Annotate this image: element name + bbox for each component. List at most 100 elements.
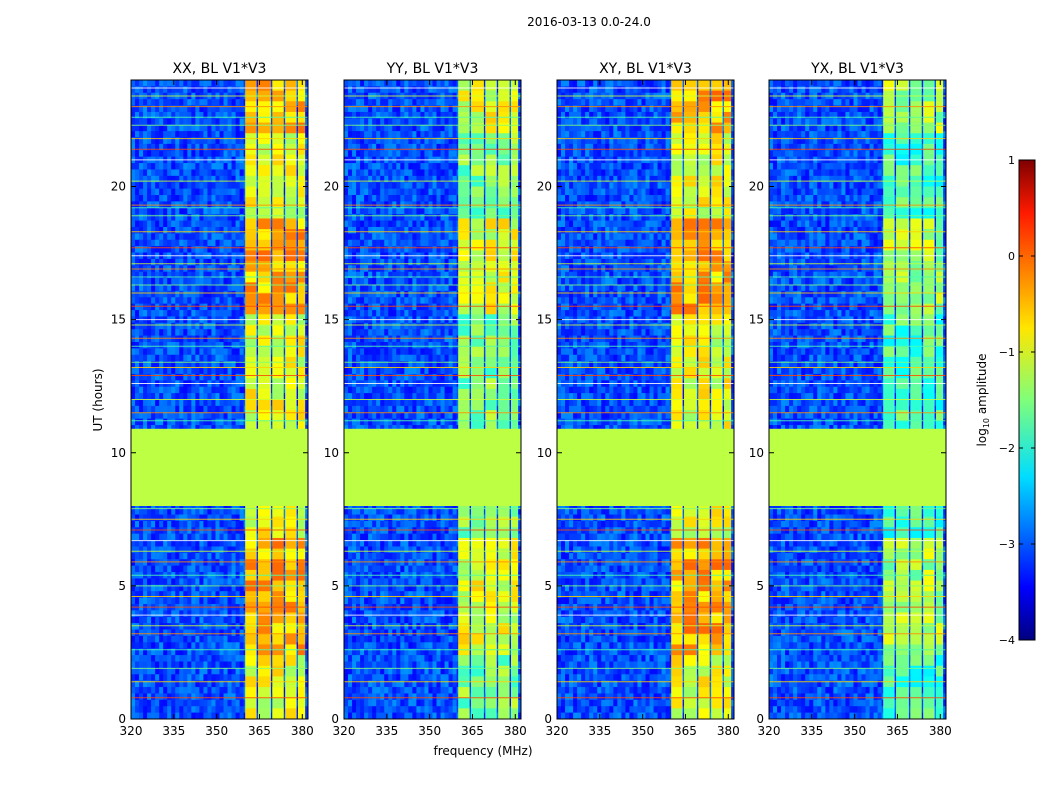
noise-cell (215, 246, 220, 253)
noise-cell (143, 552, 148, 560)
rfi-band-cell (245, 186, 257, 198)
noise-cell (227, 552, 232, 560)
noise-cell (191, 143, 196, 151)
noise-cell (159, 169, 164, 177)
noise-cell (191, 399, 196, 407)
noise-cell (155, 405, 160, 413)
noise-cell (239, 405, 244, 413)
noise-cell (231, 565, 236, 573)
noise-cell (175, 412, 180, 419)
noise-cell (151, 233, 156, 241)
noise-cell (364, 99, 369, 106)
noise-cell (139, 699, 144, 707)
noise-cell (191, 552, 196, 560)
noise-cell (392, 80, 397, 87)
noise-cell (235, 169, 240, 177)
noise-cell (143, 533, 148, 541)
noise-cell (255, 284, 261, 292)
noise-cell (155, 578, 160, 586)
noise-cell (167, 399, 172, 407)
noise-cell (207, 412, 212, 419)
noise-cell (155, 712, 160, 720)
noise-cell (207, 648, 212, 656)
noise-cell (223, 99, 228, 106)
noise-cell (191, 597, 196, 605)
noise-cell (155, 348, 160, 356)
noise-cell (211, 226, 216, 234)
noise-cell (211, 584, 216, 592)
noise-cell (139, 712, 144, 720)
noise-cell (215, 520, 220, 528)
noise-cell (147, 80, 152, 87)
noise-cell (135, 105, 140, 113)
noise-cell (147, 629, 152, 637)
noise-cell (231, 520, 236, 528)
noise-cell (171, 290, 176, 298)
noise-cell (179, 182, 184, 189)
noise-cell (187, 354, 192, 362)
noise-cell (175, 163, 180, 170)
noise-cell (139, 616, 144, 624)
noise-cell (223, 284, 228, 292)
noise-cell (211, 137, 216, 145)
noise-cell (175, 169, 180, 177)
noise-cell (187, 706, 192, 713)
noise-cell (143, 188, 148, 196)
noise-cell (171, 559, 176, 566)
noise-cell (227, 533, 232, 541)
noise-cell (171, 239, 176, 247)
noise-cell (131, 278, 136, 285)
noise-cell (139, 233, 144, 241)
noise-cell (155, 86, 160, 94)
noise-cell (195, 86, 200, 94)
rfi-band-cell (245, 229, 257, 241)
noise-cell (231, 616, 236, 624)
noise-cell (143, 706, 148, 713)
noise-cell (195, 226, 200, 234)
noise-cell (175, 195, 180, 202)
rfi-band-cell (258, 516, 271, 528)
noise-cell (235, 693, 240, 701)
noise-cell (207, 540, 212, 547)
noise-cell (239, 680, 244, 688)
noise-cell (207, 520, 212, 528)
noise-cell (187, 341, 192, 349)
noise-cell (235, 105, 240, 113)
noise-cell (187, 520, 192, 528)
noise-cell (215, 284, 220, 292)
noise-cell (207, 207, 212, 215)
noise-cell (163, 399, 168, 407)
noise-cell (360, 80, 365, 87)
noise-cell (163, 329, 168, 336)
noise-cell (303, 610, 309, 618)
noise-cell (183, 399, 188, 407)
noise-cell (468, 105, 474, 113)
noise-cell (163, 175, 168, 183)
noise-cell (211, 373, 216, 381)
noise-cell (219, 412, 224, 419)
noise-cell (147, 552, 152, 560)
noise-cell (183, 137, 188, 145)
noise-cell (183, 226, 188, 234)
noise-cell (159, 405, 164, 413)
noise-cell (139, 386, 144, 394)
noise-cell (223, 348, 228, 356)
noise-cell (159, 239, 164, 247)
noise-cell (155, 425, 160, 432)
noise-cell (187, 425, 192, 432)
noise-cell (151, 552, 156, 560)
noise-cell (235, 540, 240, 547)
noise-cell (163, 667, 168, 675)
noise-cell (171, 425, 176, 432)
noise-cell (239, 310, 244, 317)
noise-cell (223, 418, 228, 426)
noise-cell (203, 118, 208, 126)
noise-cell (211, 150, 216, 157)
noise-cell (223, 354, 228, 362)
noise-cell (195, 533, 200, 541)
noise-cell (235, 137, 240, 145)
noise-cell (368, 105, 373, 113)
noise-cell (424, 80, 429, 87)
noise-cell (179, 348, 184, 356)
noise-cell (239, 635, 244, 643)
